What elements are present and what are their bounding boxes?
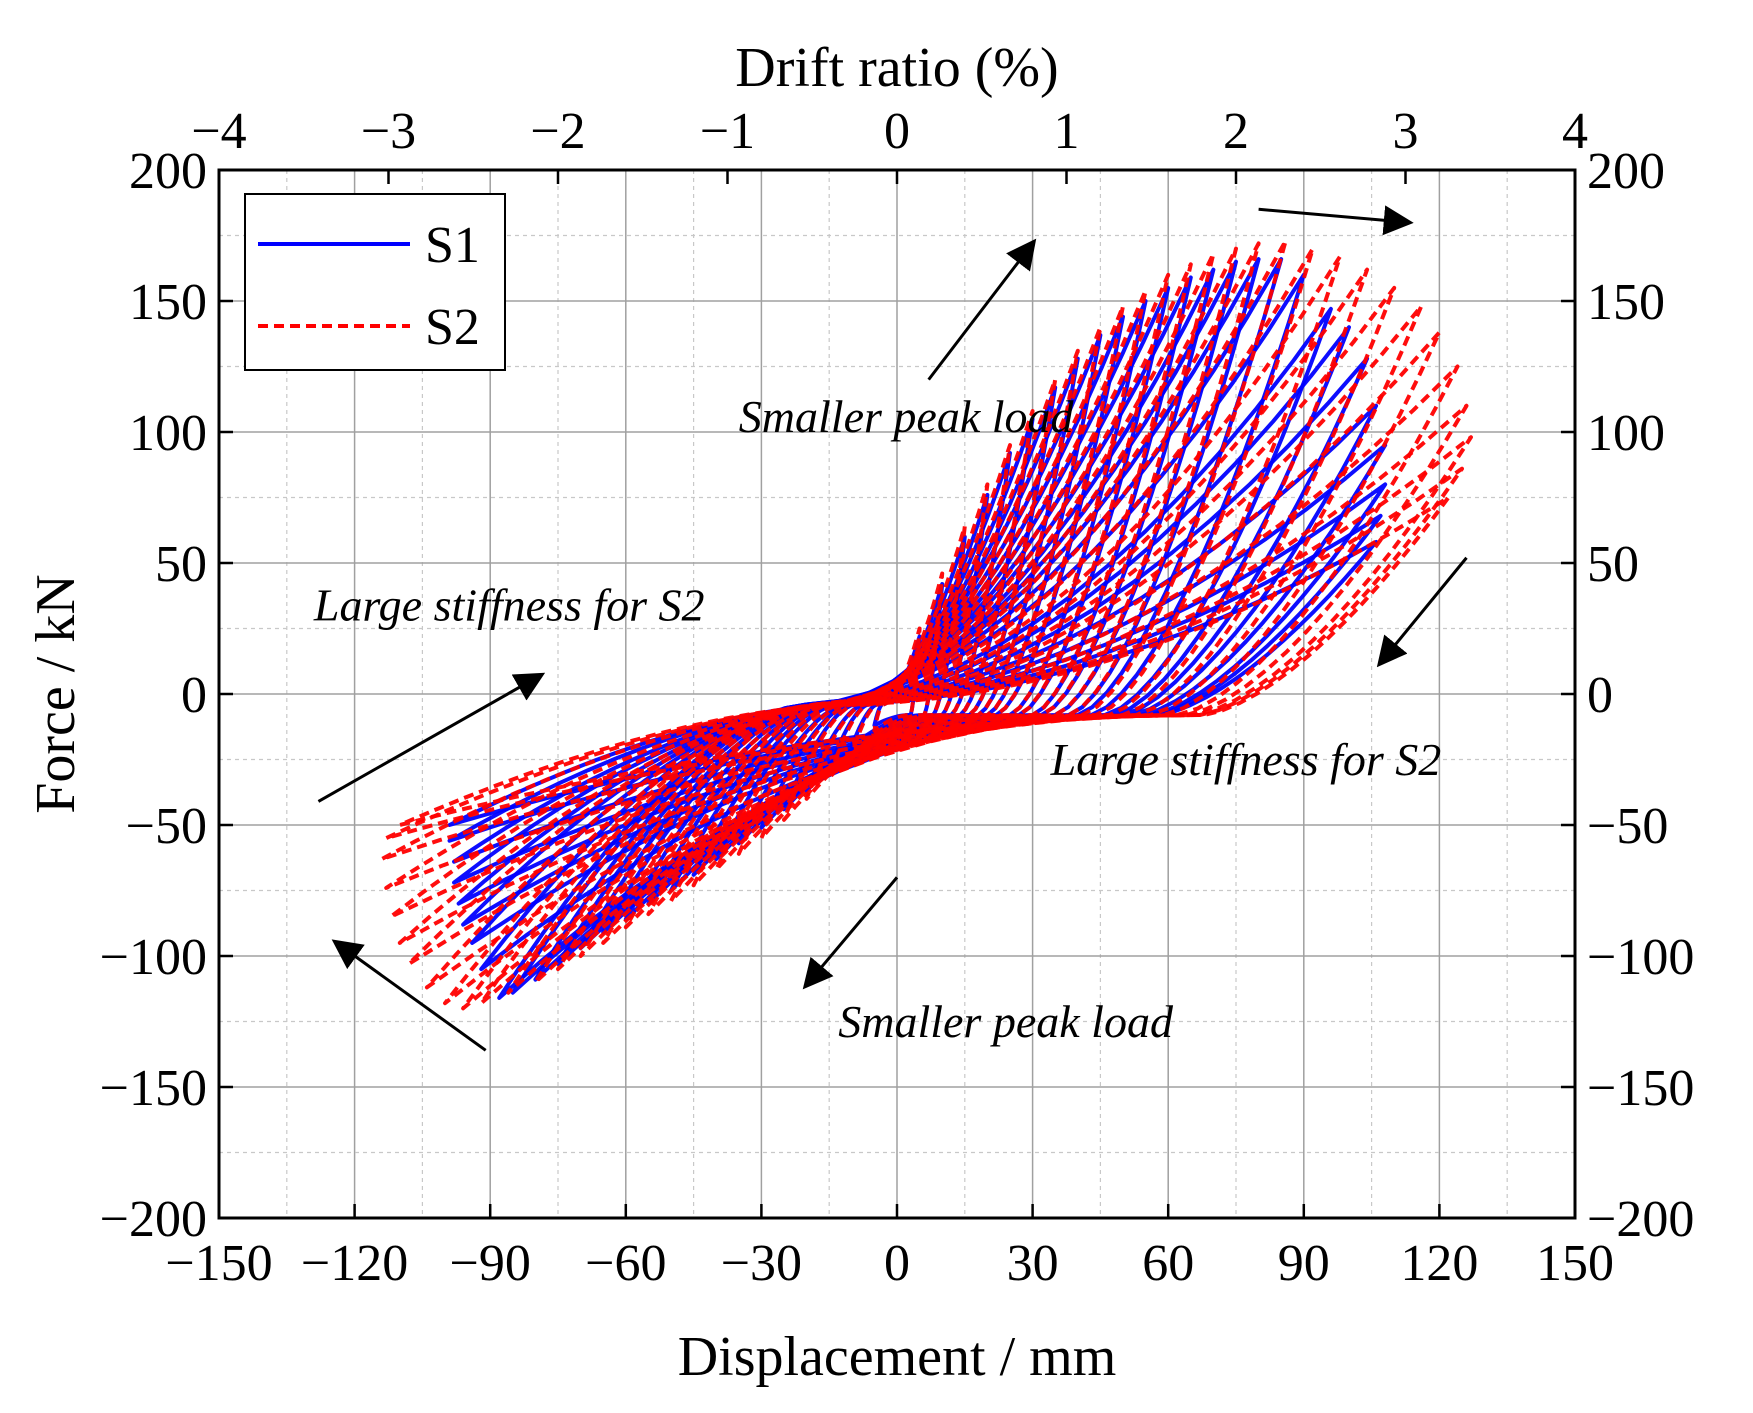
top-x-axis-title: Drift ratio (%) — [735, 37, 1058, 99]
top-x-tick-label: −2 — [530, 103, 585, 160]
top-x-tick-label: 4 — [1562, 103, 1588, 160]
annotation-arrow — [331, 939, 487, 1052]
hysteresis-loop-s2 — [533, 241, 1261, 985]
right-y-tick-label: −200 — [1587, 1191, 1694, 1248]
annotation-arrow — [317, 672, 546, 803]
annotation-text: Large stiffness for S2 — [313, 580, 705, 631]
hysteresis-loop-s2 — [556, 246, 1238, 972]
hysteresis-loop-s2 — [736, 377, 1058, 856]
annotation-arrow — [802, 876, 899, 990]
legend: S1 S2 — [244, 193, 506, 371]
legend-box — [244, 193, 506, 371]
right-y-tick-label: −150 — [1587, 1060, 1694, 1117]
x-tick-label: −150 — [165, 1235, 272, 1292]
y-tick-label: 50 — [155, 536, 207, 593]
axes-layer: −150 −120 −90 −60 −30 0 30 60 90 120 150−4 −3 −2 −1 0 1… — [100, 103, 1695, 1292]
hysteresis-loop-s2 — [872, 626, 922, 733]
annotation-arrow — [927, 238, 1037, 381]
y-tick-label: 150 — [129, 274, 207, 331]
top-x-tick-label: 2 — [1223, 103, 1249, 160]
annotation-text: Smaller peak load — [739, 391, 1075, 442]
hysteresis-loop-s2 — [388, 364, 1460, 919]
annotation-layer: Smaller peak load Smaller peak load Large … — [313, 205, 1468, 1052]
x-tick-label: −60 — [585, 1235, 666, 1292]
x-tick-label: 60 — [1142, 1235, 1194, 1292]
series-s2 — [379, 238, 1473, 1011]
legend-label-s2: S2 — [425, 299, 480, 356]
hysteresis-loop-s2 — [578, 251, 1216, 958]
x-tick-label: 90 — [1278, 1235, 1330, 1292]
hysteresis-loop-s2 — [623, 272, 1171, 930]
annotation-arrow — [1376, 556, 1468, 668]
annotation-arrow — [1258, 205, 1414, 236]
top-x-tick-label: −4 — [191, 103, 246, 160]
hysteresis-loop-s2 — [827, 524, 967, 780]
y-tick-label: 0 — [181, 667, 207, 724]
y-tick-label: −150 — [100, 1060, 207, 1117]
right-y-tick-label: 100 — [1587, 405, 1665, 462]
x-tick-label: −30 — [721, 1235, 802, 1292]
right-y-tick-label: −50 — [1587, 798, 1668, 855]
top-x-tick-label: 1 — [1054, 103, 1080, 160]
top-x-tick-label: 3 — [1393, 103, 1419, 160]
hysteresis-loop-s2 — [669, 304, 1125, 903]
y-tick-label: −100 — [100, 929, 207, 986]
y-tick-label: −200 — [100, 1191, 207, 1248]
x-tick-label: 150 — [1536, 1235, 1614, 1292]
y-axis-title: Force / kN — [25, 574, 87, 814]
annotation-text: Smaller peak load — [838, 996, 1174, 1047]
series-layer — [379, 238, 1473, 1011]
top-x-tick-label: −1 — [700, 103, 755, 160]
right-y-tick-label: 0 — [1587, 667, 1613, 724]
legend-label-s1: S1 — [425, 217, 480, 274]
x-tick-label: 120 — [1400, 1235, 1478, 1292]
annotation-text: Large stiffness for S2 — [1050, 734, 1442, 785]
right-y-tick-label: 200 — [1587, 143, 1665, 200]
right-y-tick-label: −100 — [1587, 929, 1694, 986]
x-tick-label: 30 — [1007, 1235, 1059, 1292]
hysteresis-loop-s2 — [646, 288, 1148, 917]
right-y-tick-label: 150 — [1587, 274, 1665, 331]
x-tick-label: −90 — [450, 1235, 531, 1292]
x-axis-title: Displacement / mm — [678, 1326, 1117, 1388]
y-tick-label: −50 — [126, 798, 207, 855]
x-tick-label: −120 — [301, 1235, 408, 1292]
top-x-tick-label: −3 — [361, 103, 416, 160]
right-y-tick-label: 50 — [1587, 536, 1639, 593]
top-x-tick-label: 0 — [884, 103, 910, 160]
x-tick-label: 0 — [884, 1235, 910, 1292]
y-tick-label: 200 — [129, 143, 207, 200]
y-tick-label: 100 — [129, 405, 207, 462]
